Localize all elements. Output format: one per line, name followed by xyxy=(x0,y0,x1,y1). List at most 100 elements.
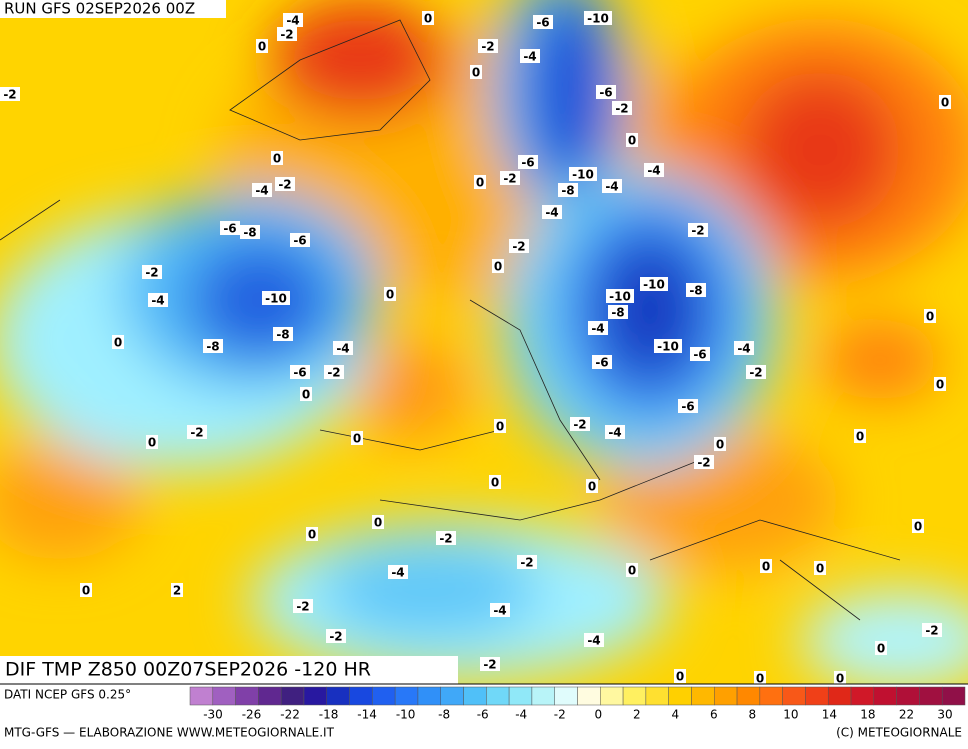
contour-label-box xyxy=(596,85,616,99)
colorbar-swatch xyxy=(805,686,829,706)
contour-label-box xyxy=(760,559,772,573)
contour-label-box xyxy=(148,293,168,307)
contour-label: 0 xyxy=(302,388,310,402)
contour-label: -6 xyxy=(693,348,706,362)
contour-label: -4 xyxy=(151,294,164,308)
colorbar-tick-label: -22 xyxy=(280,708,300,722)
contour-label-box xyxy=(834,671,846,685)
contour-label: -2 xyxy=(190,426,203,440)
contour-label: -4 xyxy=(493,604,506,618)
contour-label-box xyxy=(273,327,293,341)
contour-label-box xyxy=(333,341,353,355)
footer-right: (C) METEOGIORNALE xyxy=(836,726,962,740)
contour-label: -2 xyxy=(691,224,704,238)
contour-label-box xyxy=(517,555,537,569)
colorbar-swatch xyxy=(258,686,282,706)
contour-label: -2 xyxy=(278,178,291,192)
contour-label-box xyxy=(80,583,92,597)
contour-label: -10 xyxy=(572,168,594,182)
contour-label: -2 xyxy=(503,172,516,186)
colorbar-tick-label: -26 xyxy=(242,708,262,722)
contour-label: -4 xyxy=(255,184,268,198)
contour-label-box xyxy=(688,223,708,237)
contour-label: -2 xyxy=(615,102,628,116)
contour-label-box xyxy=(644,163,664,177)
colorbar-swatch xyxy=(759,686,783,706)
source-label: DATI NCEP GFS 0.25° xyxy=(4,688,131,702)
contour-label: -4 xyxy=(608,426,621,440)
contour-label-box xyxy=(570,417,590,431)
contour-label: -6 xyxy=(223,222,236,236)
contour-label: 0 xyxy=(496,420,504,434)
contour-label: -8 xyxy=(206,340,219,354)
contour-label: 0 xyxy=(588,480,596,494)
contour-label-box xyxy=(489,475,501,489)
colorbar-tick-label: -4 xyxy=(515,708,527,722)
colorbar-swatch xyxy=(417,686,441,706)
contour-label-box xyxy=(584,633,604,647)
contour-label: 0 xyxy=(716,438,724,452)
contour-label: -8 xyxy=(611,306,624,320)
contour-label: 0 xyxy=(628,564,636,578)
colorbar-tick-label: 2 xyxy=(633,708,641,722)
contour-label-box xyxy=(203,339,223,353)
contour-label: 0 xyxy=(494,260,502,274)
contour-label-box xyxy=(592,355,612,369)
contour-label-box xyxy=(586,479,598,493)
colorbar-tick-label: 30 xyxy=(937,708,952,722)
colorbar-tick-label: -18 xyxy=(319,708,339,722)
contour-label-box xyxy=(654,339,682,353)
contour-label: 0 xyxy=(756,672,764,686)
contour-label-box xyxy=(612,101,632,115)
contour-label: -2 xyxy=(520,556,533,570)
contour-label: -2 xyxy=(145,266,158,280)
field-box xyxy=(0,656,458,684)
contour-label: 0 xyxy=(308,528,316,542)
colorbar-swatch xyxy=(600,686,624,706)
contour-label: -6 xyxy=(681,400,694,414)
contour-label-box xyxy=(492,259,504,273)
run-label: RUN GFS 02SEP2026 00Z xyxy=(4,0,195,18)
contour-label: -6 xyxy=(293,234,306,248)
contour-label-box xyxy=(509,239,529,253)
contour-label-box xyxy=(293,599,313,613)
contour-label: 0 xyxy=(476,176,484,190)
colorbar-swatch xyxy=(645,686,669,706)
contour-label-box xyxy=(854,429,866,443)
contour-label-box xyxy=(608,305,628,319)
contour-label: 0 xyxy=(762,560,770,574)
contour-label-box xyxy=(240,225,260,239)
contour-label-box xyxy=(283,13,303,27)
colorbar-swatch xyxy=(622,686,647,706)
contour-label: -6 xyxy=(595,356,608,370)
contour-label-box xyxy=(490,603,510,617)
contour-label: 0 xyxy=(941,96,949,110)
contour-label-box xyxy=(533,15,553,29)
contour-label-box xyxy=(912,519,924,533)
contour-label-box xyxy=(626,133,638,147)
contour-label: 0 xyxy=(836,672,844,686)
colorbar-swatch xyxy=(189,686,214,706)
contour-label: 0 xyxy=(273,152,281,166)
contour-label-box xyxy=(478,39,498,53)
contour-label-box xyxy=(372,515,384,529)
contour-label-box xyxy=(640,277,668,291)
contour-label-box xyxy=(875,641,887,655)
contour-label-box xyxy=(324,365,344,379)
coastline xyxy=(0,19,901,621)
contour-label-box xyxy=(112,335,124,349)
contour-label: -10 xyxy=(609,290,631,304)
contour-label: -6 xyxy=(536,16,549,30)
contour-label-box xyxy=(518,155,538,169)
contour-label-box xyxy=(924,309,936,323)
colorbar-tick-label: -2 xyxy=(554,708,566,722)
contour-label-box xyxy=(384,287,396,301)
contour-label: -4 xyxy=(336,342,349,356)
contour-label-box xyxy=(351,431,363,445)
contour-label: -2 xyxy=(749,366,762,380)
contour-label-box xyxy=(277,27,297,41)
colorbar-swatch xyxy=(577,686,601,706)
contour-label-box xyxy=(714,437,726,451)
contour-label-box xyxy=(480,657,500,671)
